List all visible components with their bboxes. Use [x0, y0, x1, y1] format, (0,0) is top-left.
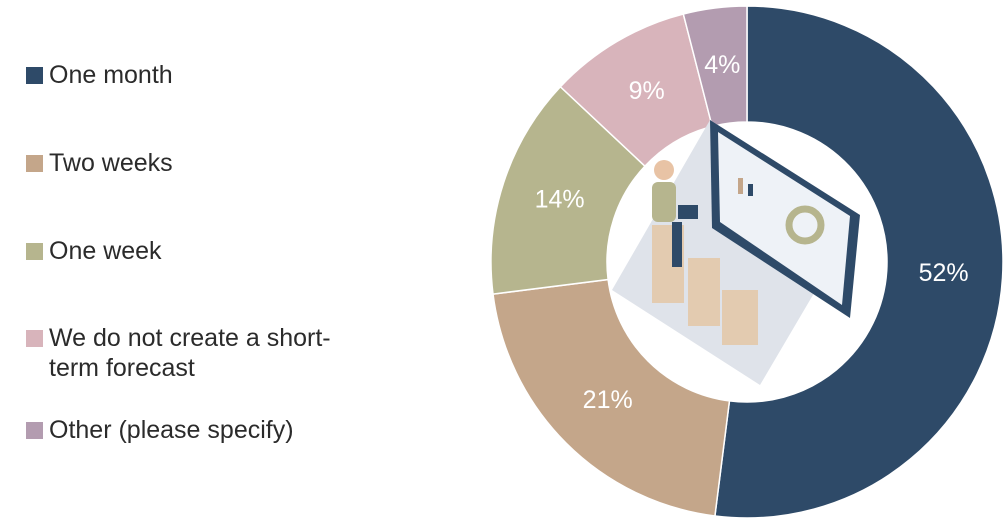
person-head [654, 160, 674, 180]
legend-item: One month [26, 60, 349, 90]
legend-swatch [26, 155, 43, 172]
legend-label: We do not create a short-term forecast [49, 324, 331, 382]
legend-label: One month [49, 61, 173, 89]
icon-bar [748, 184, 753, 196]
legend-item: One week [26, 236, 349, 266]
illustration [612, 120, 860, 385]
legend-swatch [26, 243, 43, 260]
legend-label: Other (please specify) [49, 416, 294, 444]
slice-label: 21% [583, 386, 633, 414]
laptop-screen [718, 132, 850, 305]
slice-label: 4% [704, 51, 740, 79]
slice-label: 9% [629, 77, 665, 105]
slices [490, 5, 1003, 518]
donut-slice [492, 278, 731, 517]
icon-donut [785, 205, 825, 245]
pillar [688, 258, 720, 326]
legend-item: Other (please specify) [26, 415, 349, 445]
person-leg [672, 222, 682, 267]
pillar [722, 290, 758, 345]
legend-label: Two weeks [49, 149, 173, 177]
legend-swatch [26, 67, 43, 84]
legend-swatch [26, 330, 43, 347]
legend-item: We do not create a short-term forecast [26, 323, 349, 383]
labels: 52% 21% 14% 9% 4% [535, 51, 969, 414]
slice-label: 14% [535, 186, 585, 214]
legend-item: Two weeks [26, 148, 349, 178]
legend: One month Two weeks One week We do not crea… [26, 0, 386, 518]
slice-label: 52% [919, 259, 969, 287]
legend-label: One week [49, 237, 162, 265]
small-laptop [678, 205, 698, 219]
icon-bar [738, 178, 743, 194]
legend-swatch [26, 422, 43, 439]
donut-slice [714, 5, 1003, 518]
person-body [652, 182, 676, 222]
